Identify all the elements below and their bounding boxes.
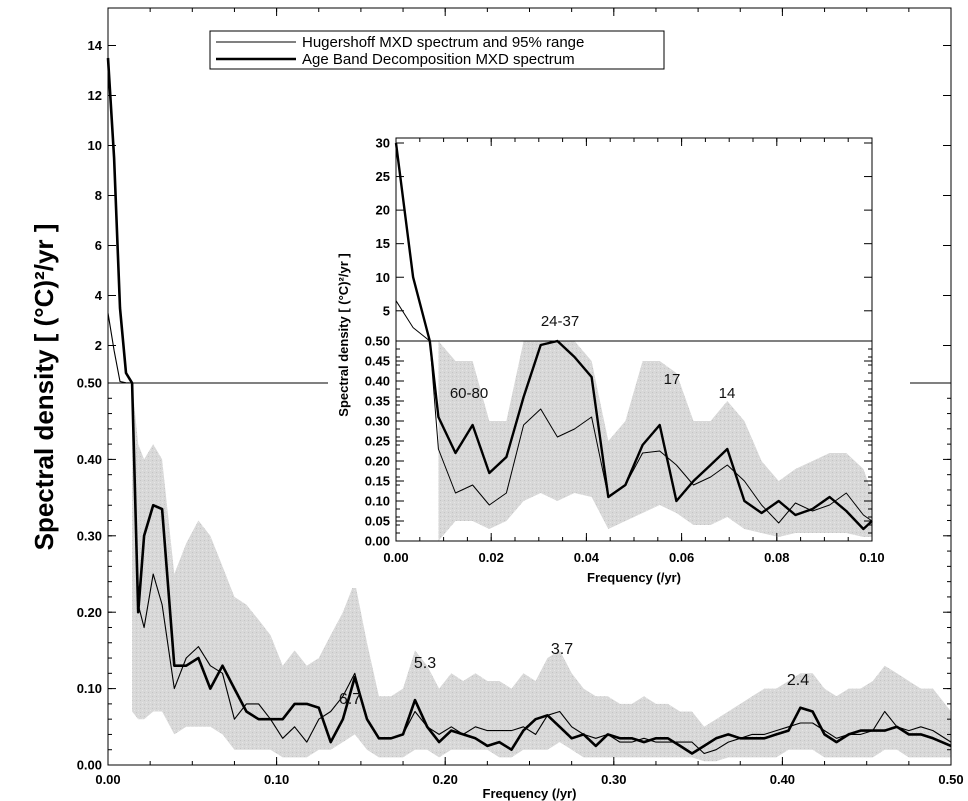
main-abd-line (106, 57, 952, 755)
inset-hugershoff-line (395, 300, 873, 524)
inset-y-tick-label: 0.35 (365, 394, 390, 409)
main-y-tick-label-upper: 14 (88, 38, 103, 53)
legend-box (209, 30, 665, 70)
inset-x-tick-label: 0.08 (764, 550, 789, 565)
inset-x-tick-label: 0.02 (479, 550, 504, 565)
inset-x-tick-label: 0.00 (383, 550, 408, 565)
main-y-tick-label-upper: 6 (95, 238, 102, 253)
inset-y-tick-label: 0.40 (365, 374, 390, 389)
main-y-tick-label-upper: 12 (88, 88, 102, 103)
inset-y-tick-label-upper: 15 (376, 236, 390, 251)
inset-y-tick-label: 0.00 (365, 534, 390, 549)
inset-y-tick-label-upper: 5 (383, 303, 390, 318)
inset-y-tick-label-upper: 30 (376, 136, 390, 151)
main-y-tick-label-upper: 8 (95, 188, 102, 203)
main-y-tick-label: 0.20 (77, 605, 102, 620)
main-x-tick-label: 0.20 (433, 772, 458, 787)
inset-x-tick-label: 0.10 (859, 550, 884, 565)
main-y-tick-label-upper: 2 (95, 338, 102, 353)
main-y-tick-label: 0.00 (77, 758, 102, 773)
inset-y-tick-label: 0.25 (365, 434, 390, 449)
main-x-tick-label: 0.00 (95, 772, 120, 787)
inset-annotation: 60-80 (450, 385, 488, 402)
main-y-tick-label-upper: 4 (95, 288, 103, 303)
legend-hugershoff-label: Hugershoff MXD spectrum and 95% range (302, 34, 584, 51)
inset-y-axis-title: Spectral density [ (°C)²/yr ] (336, 253, 351, 416)
main-hugershoff-line (107, 312, 952, 755)
inset-range-band (438, 341, 872, 541)
inset-x-tick-label: 0.04 (574, 550, 600, 565)
inset-y-tick-label-upper: 20 (376, 203, 390, 218)
main-annotation: 3.7 (551, 641, 573, 658)
main-annotation: 5.3 (414, 655, 436, 672)
main-y-tick-label: 0.40 (77, 452, 102, 467)
main-y-tick-label: 0.30 (77, 528, 102, 543)
main-x-tick-label: 0.40 (770, 772, 795, 787)
main-y-tick-label-upper: 10 (88, 138, 102, 153)
inset-x-tick-label: 0.06 (669, 550, 694, 565)
main-annotation: 2.4 (787, 672, 809, 689)
inset-x-axis-title: Frequency (/yr) (587, 570, 681, 585)
inset-y-tick-label: 0.10 (365, 494, 390, 509)
inset-plot: 0.00 0.02 0.04 0.06 0.08 0.10 0.00 0.05 0.10 0.15… (328, 130, 910, 588)
main-x-tick-label: 0.30 (601, 772, 626, 787)
inset-y-tick-label: 0.05 (365, 514, 390, 529)
inset-abd-line (394, 142, 873, 531)
main-y-tick-label: 0.50 (77, 376, 102, 391)
legend-abd-label: Age Band Decomposition MXD spectrum (302, 51, 575, 68)
inset-y-tick-label: 0.50 (365, 334, 390, 349)
main-annotation: 6.7 (339, 691, 361, 708)
inset-y-tick-label: 0.15 (365, 474, 390, 489)
main-x-tick-label: 0.10 (264, 772, 289, 787)
inset-y-tick-label: 0.45 (365, 354, 390, 369)
main-y-axis-title: Spectral density [ (°C)²/yr ] (29, 224, 59, 551)
main-x-axis-title: Frequency (/yr) (483, 786, 577, 801)
inset-annotation: 14 (719, 385, 736, 402)
main-x-tick-label: 0.50 (938, 772, 963, 787)
inset-annotation: 17 (664, 371, 681, 388)
main-range-band (132, 383, 952, 762)
main-y-tick-label: 0.10 (77, 681, 102, 696)
inset-y-tick-label: 0.20 (365, 454, 390, 469)
inset-y-tick-label-upper: 25 (376, 169, 390, 184)
inset-annotation: 24-37 (541, 313, 579, 330)
inset-y-tick-label-upper: 10 (376, 270, 390, 285)
inset-y-tick-label: 0.30 (365, 414, 390, 429)
